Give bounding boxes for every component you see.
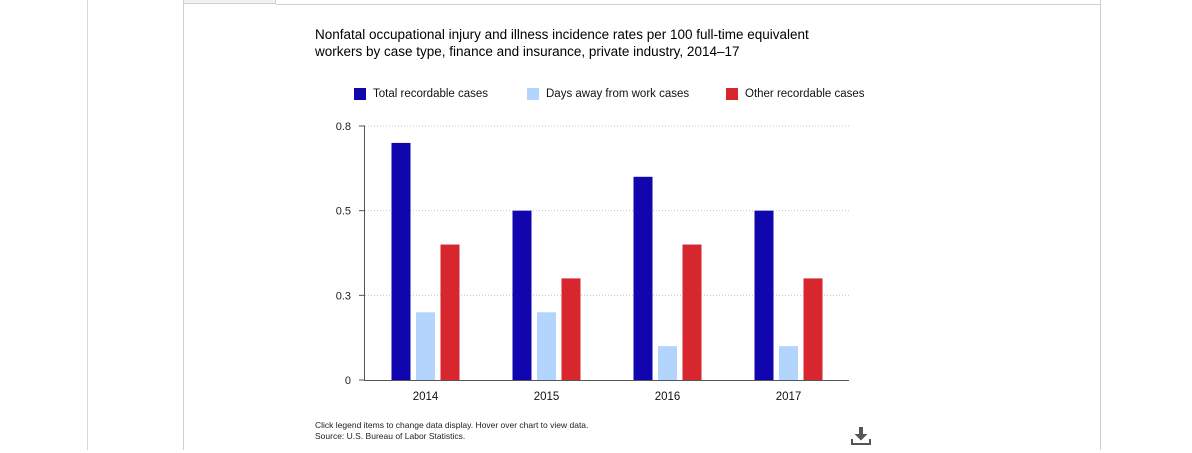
legend-swatch bbox=[354, 88, 366, 100]
bar[interactable] bbox=[754, 210, 774, 380]
bar[interactable] bbox=[440, 244, 460, 380]
chart-footnote: Click legend items to change data displa… bbox=[315, 420, 588, 442]
chart-title: Nonfatal occupational injury and illness… bbox=[315, 27, 809, 59]
legend-item-other-recordable[interactable]: Other recordable cases bbox=[726, 86, 865, 102]
legend-item-total-recordable[interactable]: Total recordable cases bbox=[354, 86, 488, 102]
legend-label: Other recordable cases bbox=[745, 88, 865, 100]
panel-top-border bbox=[276, 4, 1100, 5]
bar[interactable] bbox=[803, 278, 823, 380]
bar[interactable] bbox=[779, 346, 798, 380]
bar[interactable] bbox=[682, 244, 702, 380]
legend-label: Total recordable cases bbox=[373, 88, 489, 100]
legend-item-days-away[interactable]: Days away from work cases bbox=[527, 86, 689, 102]
x-tick-label: 2015 bbox=[534, 391, 560, 403]
panel-tab-stub[interactable] bbox=[184, 0, 276, 4]
bar[interactable] bbox=[658, 346, 677, 380]
x-tick-label: 2017 bbox=[776, 391, 802, 403]
download-icon[interactable] bbox=[849, 424, 873, 448]
x-tick-label: 2014 bbox=[413, 391, 439, 403]
bar[interactable] bbox=[391, 142, 411, 380]
y-tick-label: 0 bbox=[345, 375, 351, 387]
chart-panel: Nonfatal occupational injury and illness… bbox=[183, 0, 1101, 450]
bar[interactable] bbox=[416, 312, 435, 380]
x-tick-label: 2016 bbox=[655, 391, 681, 403]
bar[interactable] bbox=[537, 312, 556, 380]
footnote-source: Source: U.S. Bureau of Labor Statistics. bbox=[315, 431, 466, 441]
bar[interactable] bbox=[512, 210, 532, 380]
legend-swatch bbox=[527, 88, 539, 100]
page-left-border bbox=[87, 0, 88, 450]
bar-chart[interactable]: 0 0.3 0.5 0.8 2014 2015 2016 2017 bbox=[184, 0, 1102, 420]
bar[interactable] bbox=[561, 278, 581, 380]
legend-label: Days away from work cases bbox=[546, 88, 690, 100]
y-tick-label: 0.3 bbox=[336, 290, 351, 302]
footnote-instructions: Click legend items to change data displa… bbox=[315, 420, 589, 430]
bar[interactable] bbox=[633, 176, 653, 380]
legend-swatch bbox=[726, 88, 738, 100]
y-tick-label: 0.5 bbox=[336, 206, 351, 218]
y-tick-label: 0.8 bbox=[336, 121, 351, 133]
